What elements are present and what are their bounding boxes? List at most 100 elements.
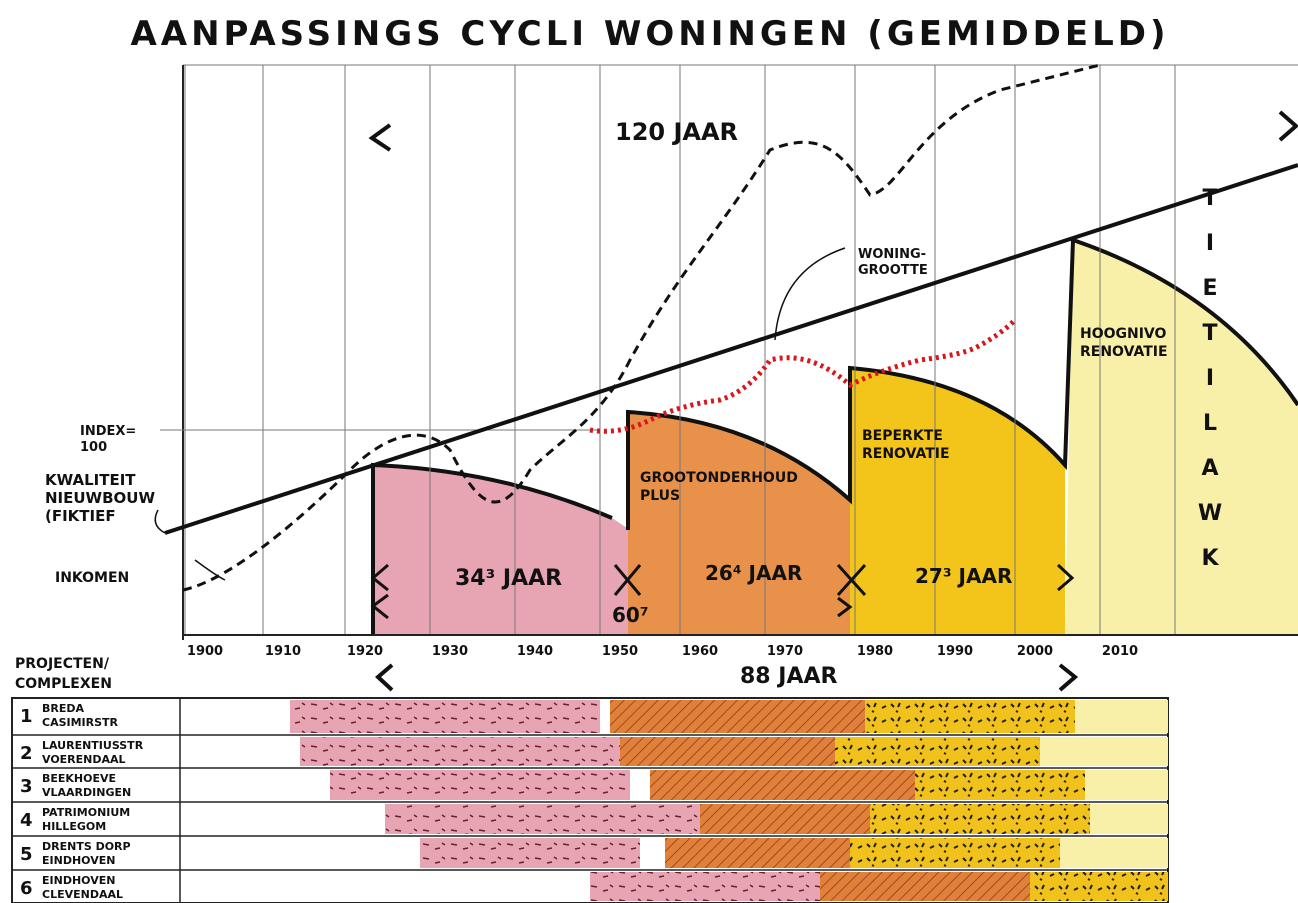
label: BEPERKTE xyxy=(862,428,943,444)
label: GROOTONDERHOUD xyxy=(640,470,798,486)
year-label: 1980 xyxy=(857,644,893,659)
segment-yellow xyxy=(835,737,1040,766)
label: (FIKTIEF xyxy=(45,507,116,525)
year-label: 2000 xyxy=(1017,644,1053,659)
label: INDEX= xyxy=(80,424,136,439)
arrow xyxy=(370,563,389,620)
label: WONING- xyxy=(858,247,926,262)
segment-lightyellow xyxy=(1085,770,1168,800)
table-frame xyxy=(11,697,1169,903)
label: RENOVATIE xyxy=(1080,344,1168,360)
phase-fill-yellow xyxy=(850,368,1065,635)
year-label: 1990 xyxy=(937,644,973,659)
row-number: 3 xyxy=(20,776,33,797)
arrow xyxy=(368,123,392,152)
row-number: 6 xyxy=(20,878,33,899)
row-name: BREDA xyxy=(42,702,84,715)
vertical-letter: E xyxy=(1202,276,1217,301)
row-number: 4 xyxy=(20,810,33,831)
income-line xyxy=(182,63,1101,592)
quality-line xyxy=(164,163,1298,535)
segment-pink xyxy=(590,872,820,901)
vertical-letter: I xyxy=(1206,366,1214,391)
title: AANPASSINGS CYCLI WONINGEN (GEMIDDELD) xyxy=(130,14,1169,54)
duration: 34³ JAAR xyxy=(455,566,562,591)
row-name: BEEKHOEVE xyxy=(42,772,116,785)
label: NIEUWBOUW xyxy=(45,489,155,507)
vertical-letter: L xyxy=(1203,411,1217,436)
segment-yellow xyxy=(865,700,1075,733)
phase-outline xyxy=(371,237,1298,635)
segment-pink xyxy=(300,737,620,766)
label: PLUS xyxy=(640,488,680,504)
year-label: 1960 xyxy=(682,644,718,659)
pointer xyxy=(774,247,846,341)
row-name: CASIMIRSTR xyxy=(42,716,119,729)
vertical-letter: W xyxy=(1198,501,1222,526)
label: HOOGNIVO xyxy=(1080,326,1167,342)
year-label: 1920 xyxy=(347,644,383,659)
vertical-letter: T xyxy=(1202,186,1217,211)
segment-orange xyxy=(665,838,850,868)
year-label: 1930 xyxy=(432,644,468,659)
row-number: 2 xyxy=(20,743,33,764)
vertical-letter: A xyxy=(1201,456,1218,481)
label: GROOTTE xyxy=(858,263,928,278)
vertical-letter: T xyxy=(1202,321,1217,346)
vertical-letter: K xyxy=(1201,546,1219,571)
row-number: 1 xyxy=(20,706,33,727)
label: 88 JAAR xyxy=(740,664,838,689)
phase-fill-pink xyxy=(373,465,630,635)
year-label: 1910 xyxy=(265,644,301,659)
row-name: HILLEGOM xyxy=(42,820,106,833)
segment-lightyellow xyxy=(1075,700,1168,733)
year-label: 1970 xyxy=(767,644,803,659)
segment-pink xyxy=(420,838,640,868)
segment-lightyellow xyxy=(1090,804,1168,834)
label: COMPLEXEN xyxy=(15,676,112,692)
segment-yellow xyxy=(1030,872,1168,901)
segment-lightyellow xyxy=(1060,838,1168,868)
segment-orange xyxy=(610,700,865,733)
labels: 1900 1910 1920 1930 1940 1950 1960 1970 1980 1990… xyxy=(15,118,1222,692)
row-name: EINDHOVEN xyxy=(42,874,115,887)
row-name: DRENTS DORP xyxy=(42,840,131,853)
label: KWALITEIT xyxy=(45,471,136,489)
arrow xyxy=(374,663,1079,692)
row-name: VOERENDAAL xyxy=(42,753,126,766)
year-label: 1900 xyxy=(187,644,223,659)
segment-yellow xyxy=(870,804,1090,834)
year-label: 1950 xyxy=(602,644,638,659)
cross xyxy=(836,563,867,597)
cross xyxy=(613,564,642,596)
segment-orange xyxy=(820,872,1030,901)
vertical-letter: I xyxy=(1206,231,1214,256)
segment-pink xyxy=(330,770,630,800)
segment-yellow xyxy=(915,770,1085,800)
label: PROJECTEN/ xyxy=(15,656,110,672)
segment-pink xyxy=(290,700,600,733)
label: 100 xyxy=(80,440,107,455)
arrow xyxy=(837,563,1075,618)
grid xyxy=(184,65,1176,635)
pointer xyxy=(154,509,226,581)
duration: 60⁷ xyxy=(612,603,649,627)
duration: 27³ JAAR xyxy=(915,564,1012,588)
row-name: PATRIMONIUM xyxy=(42,806,130,819)
duration: 26⁴ JAAR xyxy=(705,561,802,585)
row-name: VLAARDINGEN xyxy=(42,786,131,799)
segment-pink xyxy=(385,804,700,834)
segment-orange xyxy=(700,804,870,834)
segment-orange xyxy=(620,737,835,766)
arrow xyxy=(1278,110,1298,142)
row-number: 5 xyxy=(20,844,33,865)
year-label: 1940 xyxy=(517,644,553,659)
row-name: LAURENTIUSSTR xyxy=(42,739,144,752)
row-name: EINDHOVEN xyxy=(42,854,115,867)
segment-orange xyxy=(650,770,915,800)
phase-fill-orange xyxy=(628,412,850,635)
label: INKOMEN xyxy=(55,570,129,586)
segment-lightyellow xyxy=(1040,737,1168,766)
